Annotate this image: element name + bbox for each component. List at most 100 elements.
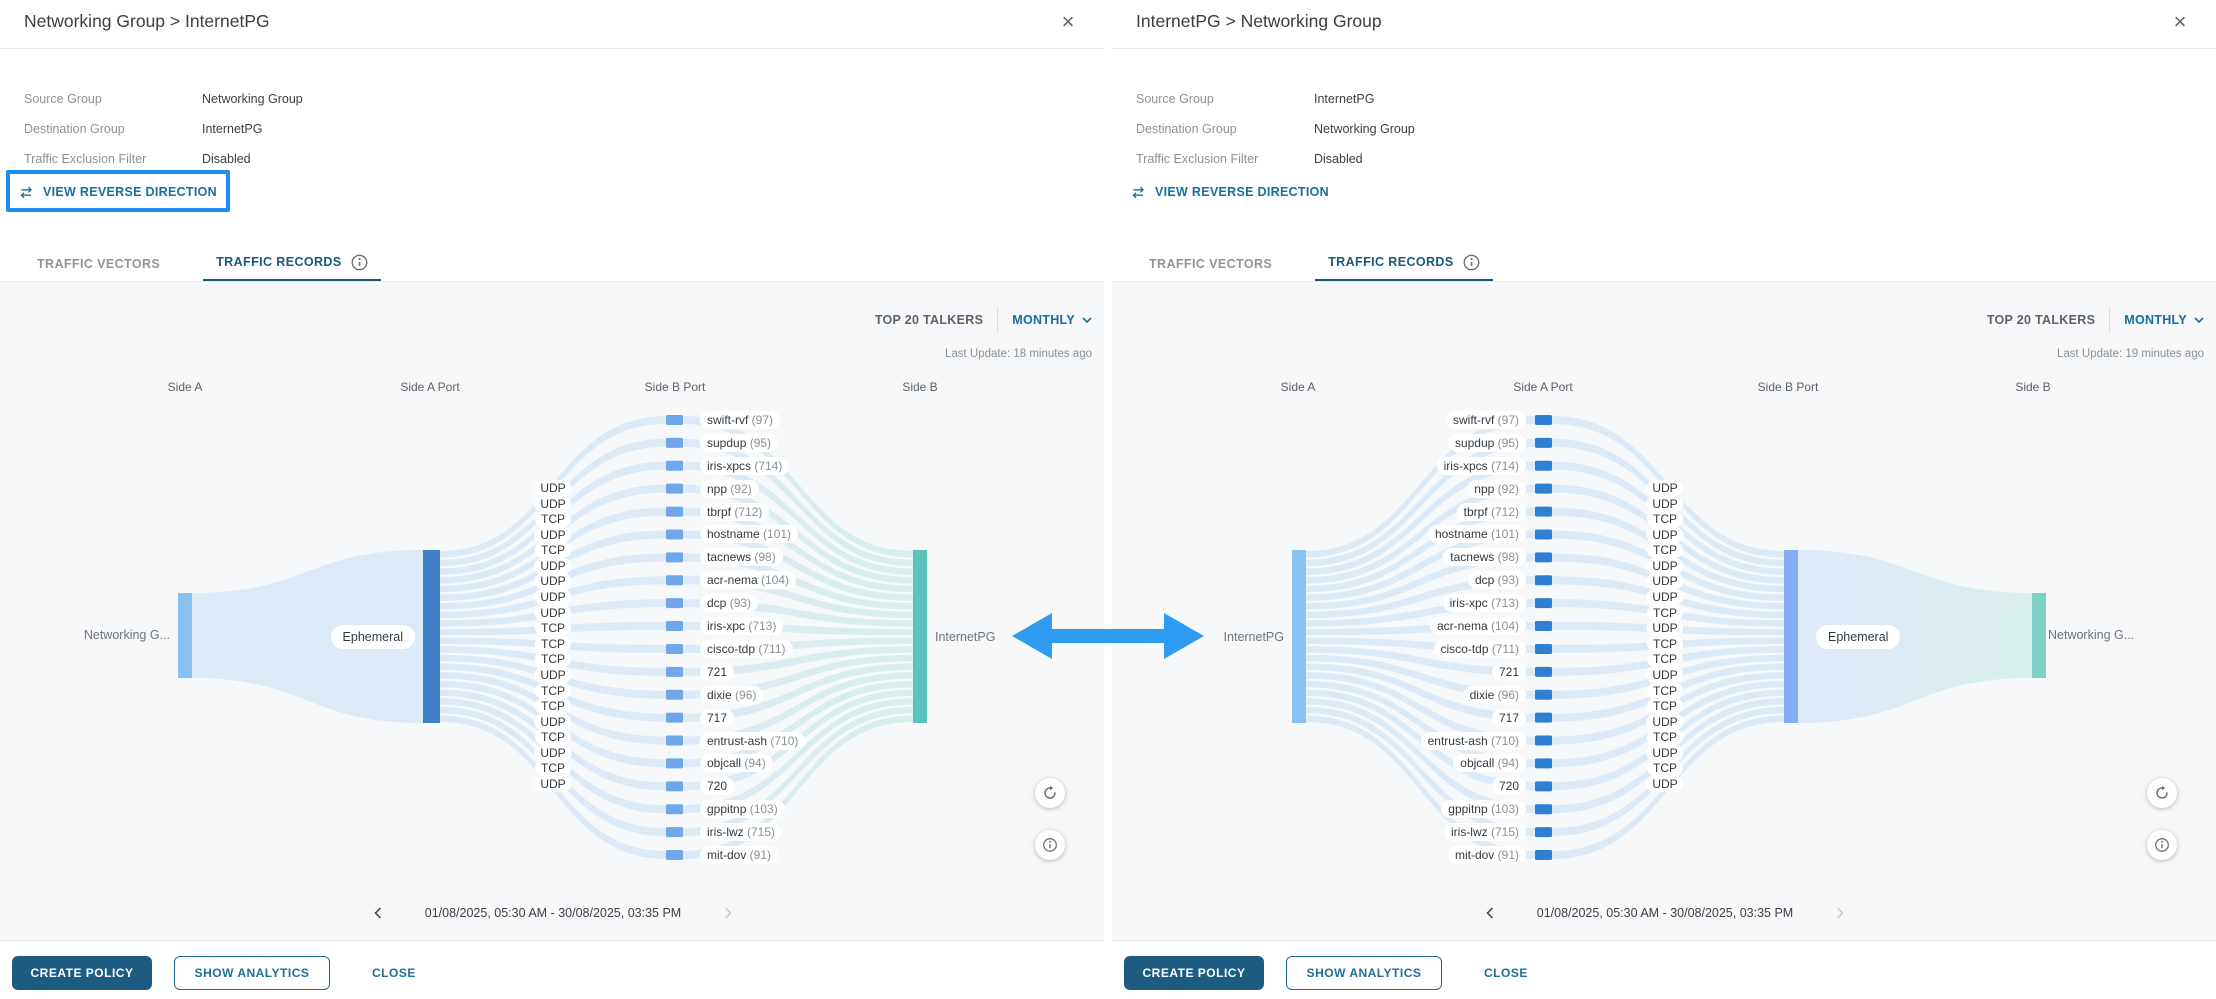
- protocol-row-label[interactable]: cisco-tdp (711): [700, 639, 793, 658]
- info-icon[interactable]: [351, 254, 368, 271]
- show-analytics-button[interactable]: SHOW ANALYTICS: [174, 956, 330, 990]
- port-node[interactable]: [1535, 621, 1552, 632]
- protocol-row-label[interactable]: entrust-ash (710): [1420, 731, 1526, 750]
- close-icon[interactable]: ×: [2164, 6, 2196, 38]
- protocol-row-label[interactable]: gppitnp (103): [1441, 800, 1526, 819]
- ephemeral-node[interactable]: [423, 550, 440, 723]
- ephemeral-node-label[interactable]: Ephemeral: [330, 625, 415, 649]
- port-node[interactable]: [1535, 552, 1552, 563]
- protocol-row-label[interactable]: gppitnp (103): [700, 800, 785, 819]
- refresh-button[interactable]: [1035, 778, 1065, 808]
- port-node[interactable]: [1535, 827, 1552, 838]
- port-node[interactable]: [666, 712, 683, 723]
- port-node[interactable]: [666, 850, 683, 860]
- port-node[interactable]: [1535, 758, 1552, 769]
- port-node[interactable]: [666, 415, 683, 425]
- tab-traffic-records[interactable]: TRAFFIC RECORDS: [1315, 245, 1493, 282]
- port-node[interactable]: [1535, 689, 1552, 700]
- port-node[interactable]: [1535, 643, 1552, 654]
- create-policy-button[interactable]: CREATE POLICY: [1124, 956, 1264, 990]
- side-b-node[interactable]: [2032, 593, 2046, 678]
- port-node[interactable]: [1535, 712, 1552, 723]
- protocol-row-label[interactable]: 721: [700, 662, 735, 681]
- port-node[interactable]: [666, 781, 683, 792]
- protocol-row-label[interactable]: cisco-tdp (711): [1433, 639, 1526, 658]
- info-button[interactable]: [2147, 830, 2177, 860]
- protocol-row-label[interactable]: objcall (94): [1453, 754, 1526, 773]
- protocol-row-label[interactable]: iris-lwz (715): [700, 823, 783, 842]
- protocol-row-label[interactable]: 720: [1491, 777, 1526, 796]
- protocol-row-label[interactable]: hostname (101): [1427, 525, 1526, 544]
- date-prev-button[interactable]: [368, 903, 388, 923]
- protocol-row-label[interactable]: 721: [1491, 662, 1526, 681]
- port-node[interactable]: [666, 827, 683, 838]
- period-dropdown[interactable]: MONTHLY: [2124, 313, 2204, 327]
- tab-traffic-vectors[interactable]: TRAFFIC VECTORS: [24, 245, 173, 282]
- port-node[interactable]: [666, 575, 683, 586]
- info-icon[interactable]: [1463, 254, 1480, 271]
- protocol-row-label[interactable]: acr-nema (104): [700, 571, 797, 590]
- close-button[interactable]: CLOSE: [1470, 956, 1542, 990]
- port-node[interactable]: [666, 666, 683, 677]
- protocol-row-label[interactable]: npp (92): [1467, 479, 1526, 498]
- port-node[interactable]: [1535, 506, 1552, 517]
- close-icon[interactable]: ×: [1052, 6, 1084, 38]
- protocol-row-label[interactable]: swift-rvf (97): [700, 411, 781, 429]
- protocol-row-label[interactable]: supdup (95): [1447, 433, 1526, 452]
- protocol-row-label[interactable]: iris-xpc (713): [700, 617, 784, 636]
- port-node[interactable]: [666, 437, 683, 448]
- show-analytics-button[interactable]: SHOW ANALYTICS: [1286, 956, 1442, 990]
- port-node[interactable]: [666, 804, 683, 815]
- port-node[interactable]: [666, 483, 683, 494]
- protocol-row-label[interactable]: hostname (101): [700, 525, 799, 544]
- protocol-row-label[interactable]: mit-dov (91): [1447, 846, 1526, 864]
- info-button[interactable]: [1035, 830, 1065, 860]
- protocol-row-label[interactable]: npp (92): [700, 479, 759, 498]
- date-next-button[interactable]: [718, 903, 738, 923]
- port-node[interactable]: [666, 643, 683, 654]
- protocol-row-label[interactable]: swift-rvf (97): [1445, 411, 1526, 429]
- protocol-row-label[interactable]: dcp (93): [700, 594, 759, 613]
- create-policy-button[interactable]: CREATE POLICY: [12, 956, 152, 990]
- protocol-row-label[interactable]: 717: [1491, 708, 1526, 727]
- side-a-node[interactable]: [1292, 550, 1306, 723]
- port-node[interactable]: [666, 598, 683, 609]
- protocol-row-label[interactable]: entrust-ash (710): [700, 731, 806, 750]
- port-node[interactable]: [1535, 666, 1552, 677]
- protocol-row-label[interactable]: dcp (93): [1467, 571, 1526, 590]
- protocol-row-label[interactable]: iris-lwz (715): [1443, 823, 1526, 842]
- protocol-row-label[interactable]: mit-dov (91): [700, 846, 779, 864]
- protocol-row-label[interactable]: supdup (95): [700, 433, 779, 452]
- port-node[interactable]: [1535, 598, 1552, 609]
- protocol-row-label[interactable]: dixie (96): [700, 685, 764, 704]
- close-button[interactable]: CLOSE: [358, 956, 430, 990]
- protocol-row-label[interactable]: iris-xpcs (714): [700, 456, 790, 475]
- port-node[interactable]: [1535, 850, 1552, 860]
- port-node[interactable]: [666, 758, 683, 769]
- ephemeral-node[interactable]: [1784, 550, 1798, 723]
- port-node[interactable]: [1535, 483, 1552, 494]
- tab-traffic-vectors[interactable]: TRAFFIC VECTORS: [1136, 245, 1285, 282]
- port-node[interactable]: [1535, 735, 1552, 746]
- port-node[interactable]: [1535, 575, 1552, 586]
- ephemeral-node-label[interactable]: Ephemeral: [1816, 625, 1901, 649]
- protocol-row-label[interactable]: dixie (96): [1462, 685, 1526, 704]
- side-b-node[interactable]: [913, 550, 927, 723]
- date-next-button[interactable]: [1830, 903, 1850, 923]
- protocol-row-label[interactable]: iris-xpcs (714): [1436, 456, 1526, 475]
- protocol-row-label[interactable]: 720: [700, 777, 735, 796]
- port-node[interactable]: [666, 506, 683, 517]
- port-node[interactable]: [1535, 460, 1552, 471]
- refresh-button[interactable]: [2147, 778, 2177, 808]
- protocol-row-label[interactable]: 717: [700, 708, 735, 727]
- view-reverse-direction-link[interactable]: VIEW REVERSE DIRECTION: [1131, 185, 1329, 199]
- port-node[interactable]: [1535, 804, 1552, 815]
- tab-traffic-records[interactable]: TRAFFIC RECORDS: [203, 245, 381, 282]
- side-a-node[interactable]: [178, 593, 192, 678]
- protocol-row-label[interactable]: objcall (94): [700, 754, 773, 773]
- port-node[interactable]: [666, 552, 683, 563]
- port-node[interactable]: [666, 689, 683, 700]
- port-node[interactable]: [666, 460, 683, 471]
- view-reverse-direction-link[interactable]: VIEW REVERSE DIRECTION: [19, 185, 217, 199]
- period-dropdown[interactable]: MONTHLY: [1012, 313, 1092, 327]
